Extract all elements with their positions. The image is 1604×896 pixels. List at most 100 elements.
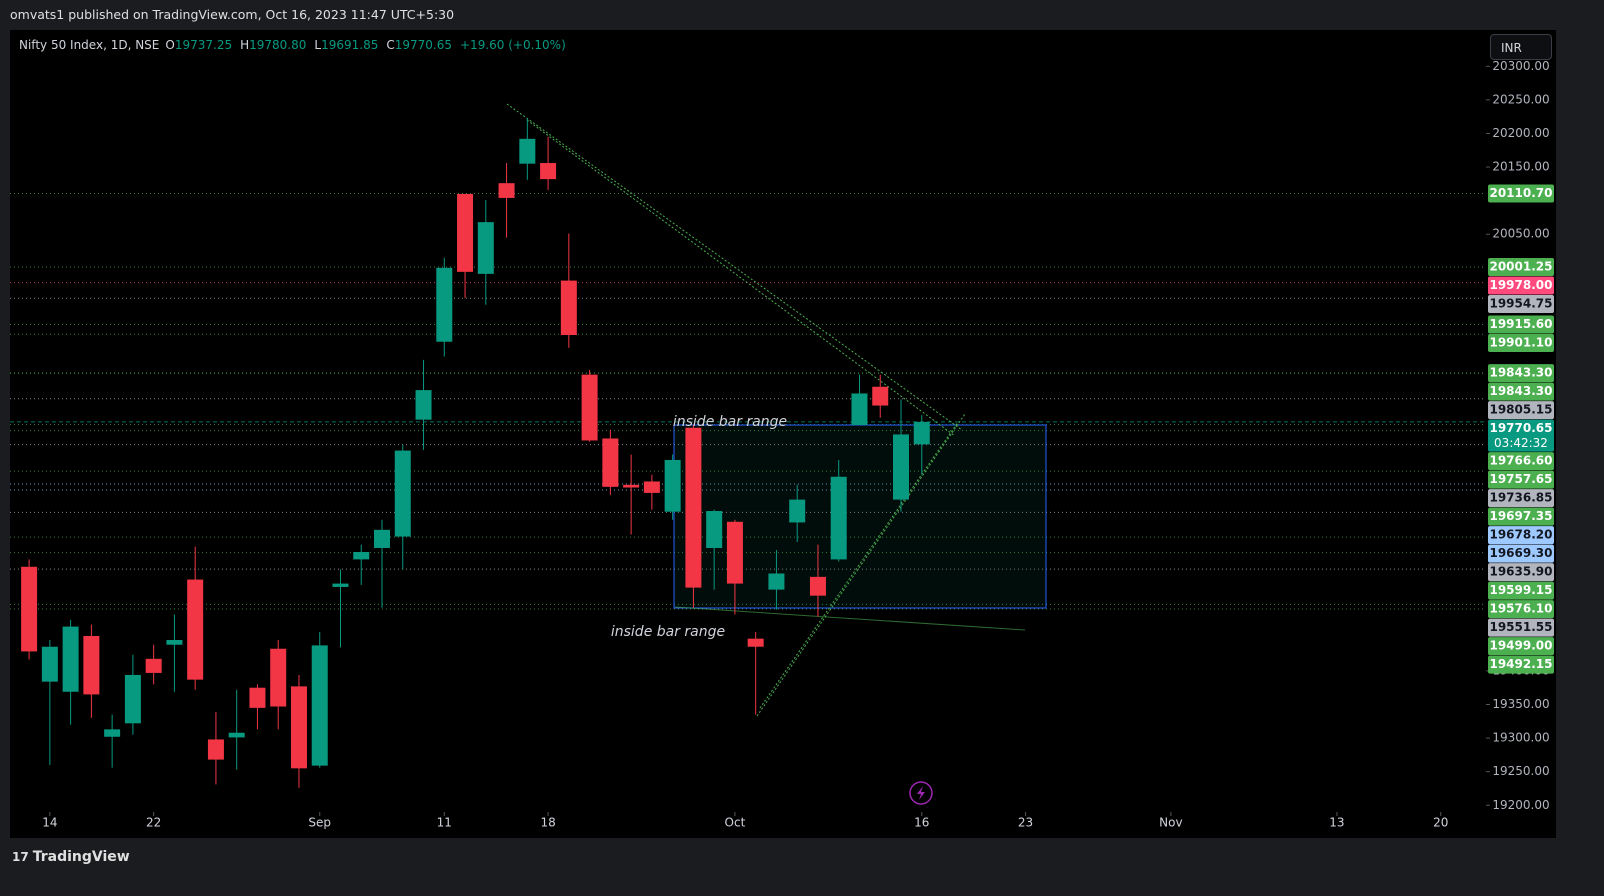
change: +19.60 (+0.10%) (460, 38, 566, 52)
candle-body (706, 511, 723, 548)
candle-body (726, 521, 743, 584)
o-label: O (165, 38, 175, 52)
candle-body (643, 481, 660, 493)
candle-body (519, 138, 536, 164)
candle-body (311, 645, 328, 766)
price-badge (1488, 655, 1554, 674)
price-badge-label: 19492.15 (1489, 657, 1552, 671)
candle-body (623, 484, 640, 488)
price-badge (1488, 544, 1554, 563)
candle-body (394, 450, 411, 537)
publisher: omvats1 published on TradingView.com, Oc… (10, 7, 455, 22)
candle-body (41, 646, 58, 682)
h-label: H (240, 38, 250, 52)
brand-name: TradingView (32, 849, 130, 865)
candle-body (477, 222, 494, 274)
candle-body (457, 193, 474, 272)
y-tick-label: 20200.00 (1492, 126, 1549, 140)
candle-body (374, 529, 391, 548)
x-tick-label: 13 (1329, 816, 1344, 830)
price-badge-label: 19770.65 (1489, 421, 1552, 435)
candle-body (602, 438, 619, 487)
y-tick-label: 19200.00 (1492, 798, 1549, 812)
candle-body (581, 374, 598, 441)
y-tick-label: 19350.00 (1492, 697, 1549, 711)
price-badge-label: 19635.90 (1489, 565, 1552, 579)
trendline (674, 606, 1026, 631)
y-tick-label: 19250.00 (1492, 764, 1549, 778)
candle-body (21, 566, 38, 652)
price-badge-label: 19843.30 (1489, 366, 1552, 380)
price-badge (1488, 315, 1554, 334)
candle-body (436, 267, 453, 342)
price-badge (1488, 419, 1554, 452)
candle-body (664, 459, 681, 512)
brand: 17 TradingView (12, 849, 130, 865)
candle-body (560, 280, 577, 336)
trendlines (506, 103, 1026, 717)
price-badge-label: 19954.75 (1489, 296, 1552, 310)
price-badge (1488, 294, 1554, 313)
candle-body (124, 674, 141, 724)
candle-body (270, 648, 287, 707)
price-badge (1488, 526, 1554, 545)
price-badge (1488, 489, 1554, 508)
candle-body (207, 739, 224, 760)
candle-body (249, 687, 266, 708)
chart-panel (10, 30, 1556, 838)
alert-icon[interactable] (909, 781, 933, 805)
price-badge (1488, 563, 1554, 582)
price-badge (1488, 364, 1554, 383)
currency-button[interactable]: INR (1490, 34, 1552, 60)
price-badge-label: 19678.20 (1489, 528, 1552, 542)
candle-body (685, 427, 702, 588)
y-tick-label: 20050.00 (1492, 227, 1549, 241)
candle-body (540, 163, 557, 180)
annotation: inside bar range (611, 624, 725, 640)
alert-bolt (917, 786, 925, 800)
x-tick-label: 18 (540, 816, 555, 830)
candle-body (415, 390, 432, 420)
candle-body (166, 640, 183, 645)
y-tick-label: 20300.00 (1492, 59, 1549, 73)
x-tick-label: 14 (42, 816, 57, 830)
price-badge (1488, 257, 1554, 276)
y-tick-label: 19300.00 (1492, 731, 1549, 745)
logo: 17 (12, 850, 29, 864)
price-badge-label: 19499.00 (1489, 639, 1552, 653)
candle-body (228, 732, 245, 738)
price-badge-label: 19766.60 (1489, 454, 1552, 468)
x-tick-label: Oct (725, 816, 746, 830)
price-badge-label: 20110.70 (1489, 186, 1552, 200)
candle-body (809, 576, 826, 596)
candle-body (104, 729, 121, 737)
price-badge (1488, 334, 1554, 353)
price-badge (1488, 382, 1554, 401)
candle-body (332, 583, 349, 587)
candle-body (62, 626, 79, 692)
price-badge (1488, 618, 1554, 637)
candle-body (187, 579, 204, 680)
price-badge (1488, 452, 1554, 471)
x-tick-label: 23 (1018, 816, 1033, 830)
x-tick-label: Sep (308, 816, 331, 830)
annotation: inside bar range (673, 414, 787, 430)
x-tick-label: 20 (1433, 816, 1448, 830)
price-badge (1488, 637, 1554, 656)
price-badge-label: 19697.35 (1489, 509, 1552, 523)
price-badge-label: 20001.25 (1489, 259, 1552, 273)
y-tick-label: 20150.00 (1492, 160, 1549, 174)
candle-body (892, 434, 909, 500)
countdown: 03:42:32 (1494, 436, 1548, 450)
price-badge (1488, 581, 1554, 600)
price-badge-label: 19843.30 (1489, 384, 1552, 398)
price-badge-label: 19736.85 (1489, 491, 1552, 505)
candle-body (353, 552, 370, 560)
high: 19780.80 (249, 38, 307, 52)
candle-body (145, 658, 162, 673)
price-badge-label: 19599.15 (1489, 583, 1552, 597)
c-label: C (386, 38, 395, 52)
y-tick-label: 20250.00 (1492, 92, 1549, 106)
candle-body (913, 421, 930, 445)
price-badge (1488, 184, 1554, 203)
